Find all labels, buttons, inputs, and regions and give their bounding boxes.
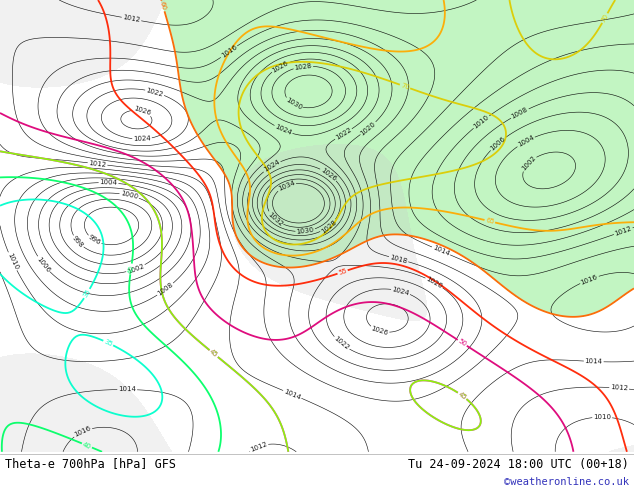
Text: Tu 24-09-2024 18:00 UTC (00+18): Tu 24-09-2024 18:00 UTC (00+18) xyxy=(408,458,629,470)
Text: 1028: 1028 xyxy=(294,63,313,71)
Text: 1004: 1004 xyxy=(517,135,535,148)
Text: 1014: 1014 xyxy=(283,388,302,401)
Text: 45: 45 xyxy=(209,348,219,359)
Text: 1024: 1024 xyxy=(133,136,151,143)
Text: 1022: 1022 xyxy=(333,336,350,351)
Text: 60: 60 xyxy=(159,1,167,11)
Text: 1012: 1012 xyxy=(88,160,107,168)
Text: 1006: 1006 xyxy=(489,135,507,152)
Text: 1034: 1034 xyxy=(277,180,296,192)
Text: 1026: 1026 xyxy=(271,59,289,74)
Text: 1012: 1012 xyxy=(249,441,268,453)
Text: 998: 998 xyxy=(71,235,84,249)
Text: 1016: 1016 xyxy=(74,425,92,438)
Text: 45: 45 xyxy=(209,348,219,359)
Text: 1032: 1032 xyxy=(266,211,283,227)
Text: 1026: 1026 xyxy=(370,325,389,337)
Text: 70: 70 xyxy=(400,82,410,91)
Text: 996: 996 xyxy=(87,234,101,246)
Text: 1012: 1012 xyxy=(610,385,628,392)
Text: 1008: 1008 xyxy=(157,282,174,297)
Text: 40: 40 xyxy=(127,264,134,274)
Text: 1024: 1024 xyxy=(274,123,293,136)
Text: 1002: 1002 xyxy=(521,155,537,172)
Text: 35: 35 xyxy=(103,339,113,347)
Text: 1030: 1030 xyxy=(296,227,314,235)
Text: 1016: 1016 xyxy=(220,44,238,59)
Text: 1024: 1024 xyxy=(262,159,281,173)
Text: 45: 45 xyxy=(457,391,467,401)
Text: 1028: 1028 xyxy=(320,219,337,234)
Text: 1022: 1022 xyxy=(145,87,164,98)
Text: 1010: 1010 xyxy=(6,252,19,271)
Text: 1012: 1012 xyxy=(122,15,141,24)
Text: 35: 35 xyxy=(82,288,92,299)
Text: 40: 40 xyxy=(82,441,92,450)
Text: 65: 65 xyxy=(485,217,495,225)
Text: 1008: 1008 xyxy=(510,106,529,120)
Text: 1014: 1014 xyxy=(119,387,136,392)
Text: 1004: 1004 xyxy=(100,179,117,186)
Text: 1022: 1022 xyxy=(334,127,353,141)
Text: 1014: 1014 xyxy=(585,358,603,365)
Text: 1026: 1026 xyxy=(320,167,338,182)
Text: 1020: 1020 xyxy=(425,275,444,290)
Text: 1012: 1012 xyxy=(614,225,633,237)
Text: 55: 55 xyxy=(337,268,347,276)
Text: 70: 70 xyxy=(600,13,610,24)
Text: 1000: 1000 xyxy=(120,191,139,200)
Text: 1018: 1018 xyxy=(389,254,408,265)
Text: 1014: 1014 xyxy=(432,245,450,257)
Text: 1026: 1026 xyxy=(133,106,152,117)
Text: ©weatheronline.co.uk: ©weatheronline.co.uk xyxy=(504,477,629,488)
Text: 50: 50 xyxy=(457,338,468,348)
Text: 1002: 1002 xyxy=(126,263,145,275)
Text: 1024: 1024 xyxy=(391,286,410,296)
Text: 1020: 1020 xyxy=(359,121,377,136)
Text: 1030: 1030 xyxy=(285,97,303,111)
Text: Theta-e 700hPa [hPa] GFS: Theta-e 700hPa [hPa] GFS xyxy=(5,458,176,470)
Text: 1016: 1016 xyxy=(580,273,598,286)
Text: 1010: 1010 xyxy=(472,114,490,130)
Text: 1010: 1010 xyxy=(593,414,611,420)
Text: 1006: 1006 xyxy=(36,255,51,273)
Text: 45: 45 xyxy=(457,391,467,401)
